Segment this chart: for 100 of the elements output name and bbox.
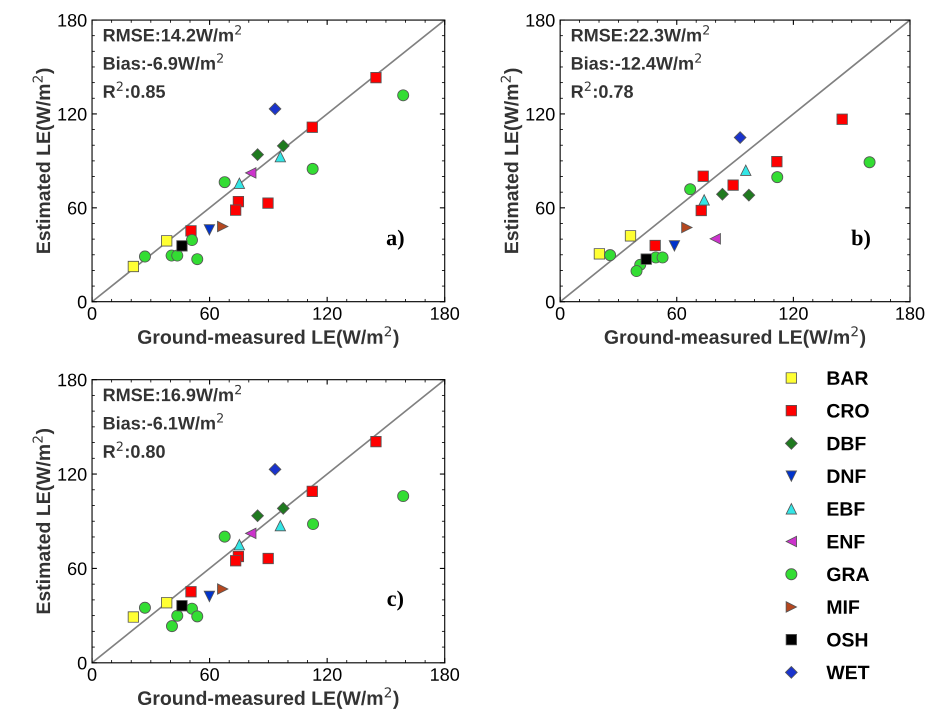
x-axis-title: Ground-measured LE(W/m$^{2}$) bbox=[604, 326, 866, 348]
point bbox=[138, 250, 151, 262]
point bbox=[268, 463, 282, 476]
point bbox=[161, 235, 172, 246]
annotation: R$^{2}$:0.78 bbox=[572, 81, 633, 98]
x-axis-title: Ground-measured LE(W/m$^{2}$) bbox=[138, 326, 398, 348]
annotation: Bias:-12.4W/m$^{2}$ bbox=[572, 53, 702, 70]
point bbox=[370, 72, 382, 84]
point bbox=[128, 260, 140, 272]
point bbox=[268, 102, 282, 116]
point bbox=[650, 240, 661, 252]
point bbox=[740, 164, 752, 176]
point bbox=[716, 188, 729, 201]
point bbox=[696, 204, 707, 216]
legend-label: DBF bbox=[828, 436, 866, 450]
x-axis-title: Ground-measured LE(W/m$^{2}$) bbox=[138, 687, 398, 709]
point bbox=[218, 176, 231, 188]
point bbox=[684, 183, 696, 196]
point bbox=[306, 122, 318, 133]
y-tick-label: 0 bbox=[78, 296, 86, 308]
annotation: R$^{2}$:0.85 bbox=[104, 81, 166, 98]
x-tick-label: 0 bbox=[88, 307, 96, 320]
y-tick-label: 120 bbox=[58, 108, 86, 121]
legend-label: GRA bbox=[827, 567, 870, 582]
point bbox=[204, 590, 216, 602]
point bbox=[176, 600, 188, 612]
point bbox=[166, 620, 178, 632]
y-tick-label: 60 bbox=[68, 202, 86, 215]
point bbox=[656, 251, 669, 264]
y-tick-label: 120 bbox=[526, 108, 555, 121]
legend-label: OSH bbox=[827, 632, 868, 647]
annotation: b) bbox=[851, 230, 870, 250]
point bbox=[397, 89, 410, 102]
x-tick-label: 0 bbox=[88, 668, 96, 681]
point bbox=[742, 188, 756, 202]
y-tick-label: 180 bbox=[526, 14, 555, 27]
point bbox=[771, 156, 782, 168]
point bbox=[668, 240, 680, 252]
x-tick-label: 0 bbox=[556, 307, 564, 320]
point bbox=[710, 233, 721, 244]
point bbox=[274, 151, 286, 162]
point bbox=[734, 131, 746, 144]
annotation: Bias:-6.1W/m$^{2}$ bbox=[104, 413, 223, 430]
x-tick-label: 180 bbox=[896, 307, 924, 320]
annotation: a) bbox=[386, 230, 404, 250]
point bbox=[171, 250, 184, 262]
y-tick-label: 60 bbox=[68, 562, 86, 576]
point bbox=[185, 586, 197, 598]
legend-label: CRO bbox=[827, 404, 869, 418]
y-tick-label: 180 bbox=[58, 14, 86, 27]
x-tick-label: 60 bbox=[200, 668, 219, 681]
point bbox=[262, 552, 274, 564]
point bbox=[234, 178, 246, 189]
annotation: RMSE:22.3W/m$^{2}$ bbox=[572, 25, 710, 42]
y-axis-title: Estimated LE(W/m$^{2}$) bbox=[32, 68, 54, 253]
point bbox=[191, 610, 204, 622]
y-axis-title: Estimated LE(W/m$^{2}$) bbox=[500, 68, 522, 253]
legend-label: WET bbox=[826, 666, 870, 680]
legend-label: ENF bbox=[828, 534, 865, 548]
point bbox=[262, 198, 274, 209]
legend-label: DNF bbox=[828, 470, 866, 483]
point bbox=[864, 156, 876, 168]
point bbox=[306, 162, 319, 175]
point bbox=[604, 249, 616, 262]
point bbox=[276, 140, 290, 152]
point bbox=[218, 530, 231, 543]
point bbox=[397, 490, 410, 502]
x-tick-label: 120 bbox=[780, 307, 808, 320]
x-tick-label: 120 bbox=[313, 668, 342, 681]
x-tick-label: 120 bbox=[313, 307, 342, 320]
point bbox=[630, 265, 642, 278]
point bbox=[230, 555, 242, 566]
point bbox=[234, 539, 246, 550]
y-tick-label: 0 bbox=[546, 296, 555, 308]
annotation: Bias:-6.9W/m$^{2}$ bbox=[104, 53, 223, 70]
y-axis-title: Estimated LE(W/m$^{2}$) bbox=[32, 428, 54, 614]
x-tick-label: 60 bbox=[200, 307, 219, 320]
point bbox=[771, 171, 784, 184]
point bbox=[594, 248, 606, 260]
point bbox=[171, 610, 184, 622]
annotation: RMSE:16.9W/m$^{2}$ bbox=[104, 384, 241, 402]
y-tick-label: 60 bbox=[536, 202, 555, 215]
legend-label: BAR bbox=[828, 371, 868, 385]
point bbox=[204, 224, 216, 236]
point bbox=[176, 240, 188, 252]
legend-label: MIF bbox=[828, 600, 860, 614]
point bbox=[138, 602, 151, 614]
point bbox=[217, 220, 228, 232]
point bbox=[128, 611, 140, 623]
annotation: RMSE:14.2W/m$^{2}$ bbox=[104, 25, 241, 42]
point bbox=[370, 436, 382, 448]
point bbox=[727, 180, 739, 191]
point bbox=[251, 509, 264, 522]
point bbox=[306, 486, 318, 497]
annotation: c) bbox=[387, 590, 403, 611]
annotation: R$^{2}$:0.80 bbox=[104, 441, 165, 458]
point bbox=[251, 148, 264, 161]
x-tick-label: 60 bbox=[668, 307, 686, 320]
point bbox=[217, 583, 228, 595]
y-tick-label: 120 bbox=[58, 468, 86, 481]
